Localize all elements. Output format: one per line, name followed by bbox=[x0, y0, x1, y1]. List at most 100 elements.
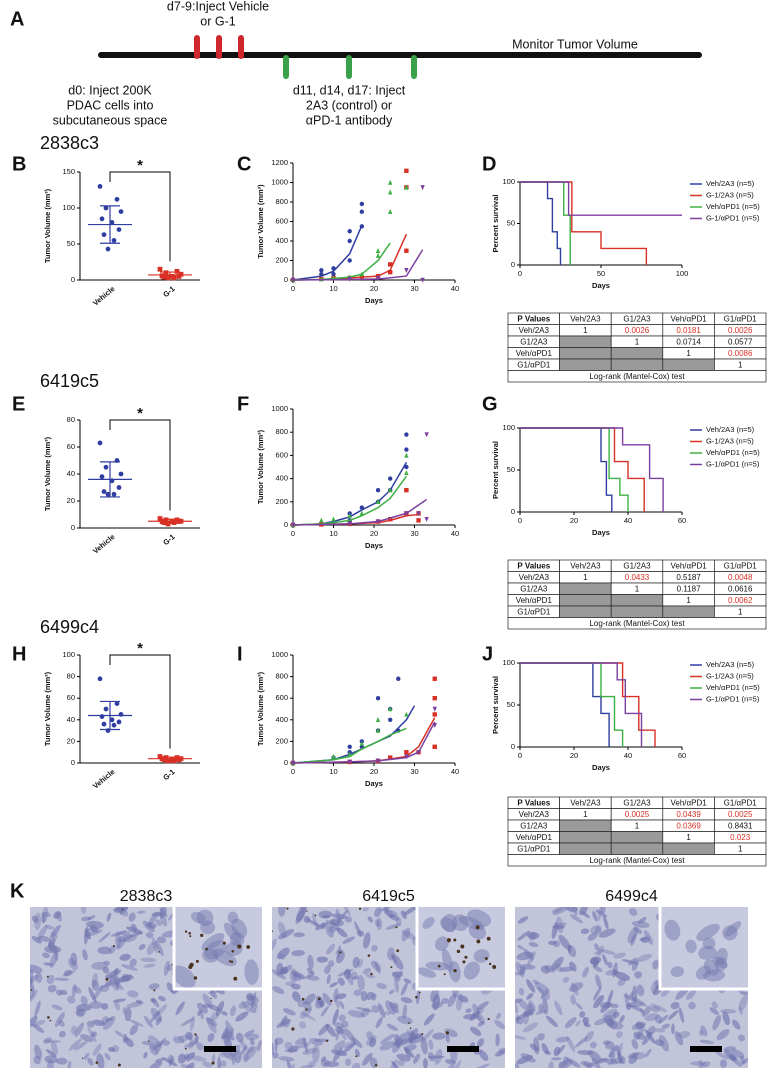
nucleus bbox=[101, 1016, 109, 1025]
legend-label: Veh/2A3 (n=5) bbox=[706, 425, 755, 434]
data-point bbox=[105, 491, 111, 497]
nucleus bbox=[550, 956, 564, 971]
data-point bbox=[388, 270, 393, 275]
nucleus bbox=[230, 1005, 237, 1017]
antibody-injection bbox=[411, 55, 417, 79]
nucleus bbox=[554, 922, 567, 930]
y-axis-label: Percent survival bbox=[491, 195, 500, 253]
x-tick-label: G-1 bbox=[161, 767, 176, 782]
x-axis-label: Days bbox=[592, 528, 610, 537]
y-tick-label: 40 bbox=[67, 715, 75, 724]
nucleus bbox=[593, 987, 602, 1001]
nucleus bbox=[250, 1007, 257, 1014]
nucleus bbox=[279, 1015, 288, 1027]
data-point bbox=[347, 759, 352, 765]
nucleus bbox=[300, 1064, 313, 1068]
nucleus bbox=[246, 1046, 254, 1054]
nucleus bbox=[605, 1041, 615, 1050]
table-text: 1 bbox=[583, 573, 588, 582]
nucleus bbox=[738, 995, 748, 1011]
nucleus bbox=[551, 1057, 562, 1061]
nucleus bbox=[738, 1006, 743, 1015]
data-point bbox=[432, 706, 437, 712]
nucleus bbox=[30, 989, 38, 1003]
timeline-note: αPD-1 antibody bbox=[306, 113, 393, 127]
data-point bbox=[111, 491, 117, 497]
stain-dot bbox=[325, 1039, 329, 1042]
survival-curve bbox=[520, 427, 664, 512]
data-point bbox=[420, 277, 425, 283]
x-tick-label: 100 bbox=[676, 269, 689, 278]
data-point bbox=[109, 220, 115, 225]
nucleus bbox=[553, 1046, 561, 1057]
nucleus bbox=[644, 1029, 656, 1044]
nucleus bbox=[60, 989, 68, 996]
nucleus bbox=[400, 996, 413, 1004]
stain-dot bbox=[211, 1061, 215, 1065]
nucleus bbox=[35, 972, 43, 983]
table-text: 1 bbox=[738, 844, 743, 853]
nucleus bbox=[551, 907, 563, 913]
nucleus bbox=[354, 1048, 360, 1057]
nucleus bbox=[644, 1013, 659, 1022]
nucleus bbox=[529, 1043, 540, 1052]
y-tick-label: 100 bbox=[62, 650, 75, 659]
nucleus bbox=[398, 1032, 412, 1041]
y-tick-label: 1200 bbox=[271, 158, 288, 167]
nucleus bbox=[587, 1049, 602, 1063]
nucleus bbox=[633, 1031, 646, 1040]
data-point bbox=[424, 432, 429, 438]
nucleus bbox=[650, 1003, 668, 1012]
stain-dot bbox=[122, 908, 124, 911]
nucleus bbox=[362, 967, 372, 975]
survival-curve bbox=[520, 181, 648, 265]
nucleus bbox=[619, 1015, 625, 1024]
nucleus bbox=[552, 925, 565, 929]
nucleus bbox=[31, 936, 42, 944]
data-point bbox=[404, 432, 409, 437]
data-point bbox=[432, 696, 437, 701]
data-point bbox=[290, 277, 296, 283]
stain-dot bbox=[358, 907, 362, 910]
nucleus bbox=[151, 936, 159, 954]
nucleus bbox=[114, 1000, 120, 1011]
nucleus bbox=[325, 1023, 337, 1037]
nucleus bbox=[401, 929, 416, 940]
nucleus bbox=[546, 1015, 558, 1028]
data-point bbox=[396, 676, 401, 681]
nucleus bbox=[738, 990, 748, 995]
data-point bbox=[347, 229, 352, 234]
table-cell bbox=[610, 831, 664, 844]
data-point bbox=[359, 201, 365, 207]
nucleus bbox=[73, 985, 82, 994]
nucleus bbox=[46, 1059, 54, 1068]
table-cell bbox=[610, 594, 664, 607]
nucleus bbox=[220, 1060, 227, 1067]
nucleus bbox=[376, 982, 387, 990]
nucleus bbox=[686, 989, 696, 1000]
nucleus bbox=[177, 1035, 185, 1044]
table-text: Veh/αPD1 bbox=[670, 561, 707, 570]
nucleus bbox=[337, 969, 354, 977]
table-text: 1 bbox=[686, 833, 691, 842]
nucleus bbox=[43, 1037, 52, 1044]
nucleus bbox=[155, 1016, 162, 1026]
survival-curve bbox=[520, 427, 613, 512]
y-axis-label: Percent survival bbox=[491, 676, 500, 734]
nucleus bbox=[631, 1039, 639, 1050]
y-tick-label: 400 bbox=[275, 474, 288, 483]
legend-label: Veh/αPD1 (n=5) bbox=[706, 448, 760, 457]
table-text: G1/αPD1 bbox=[517, 360, 551, 369]
data-point bbox=[404, 711, 409, 717]
x-tick-label: 30 bbox=[410, 767, 418, 776]
y-tick-label: 20 bbox=[67, 736, 75, 745]
x-tick-label: 10 bbox=[329, 529, 337, 538]
nucleus bbox=[272, 1051, 279, 1059]
nucleus bbox=[594, 1017, 608, 1026]
stain-dot bbox=[148, 1040, 150, 1042]
nucleus bbox=[379, 1040, 396, 1051]
nucleus bbox=[634, 971, 643, 979]
data-point bbox=[424, 517, 429, 522]
nucleus bbox=[564, 1017, 577, 1029]
nucleus bbox=[135, 999, 143, 1004]
